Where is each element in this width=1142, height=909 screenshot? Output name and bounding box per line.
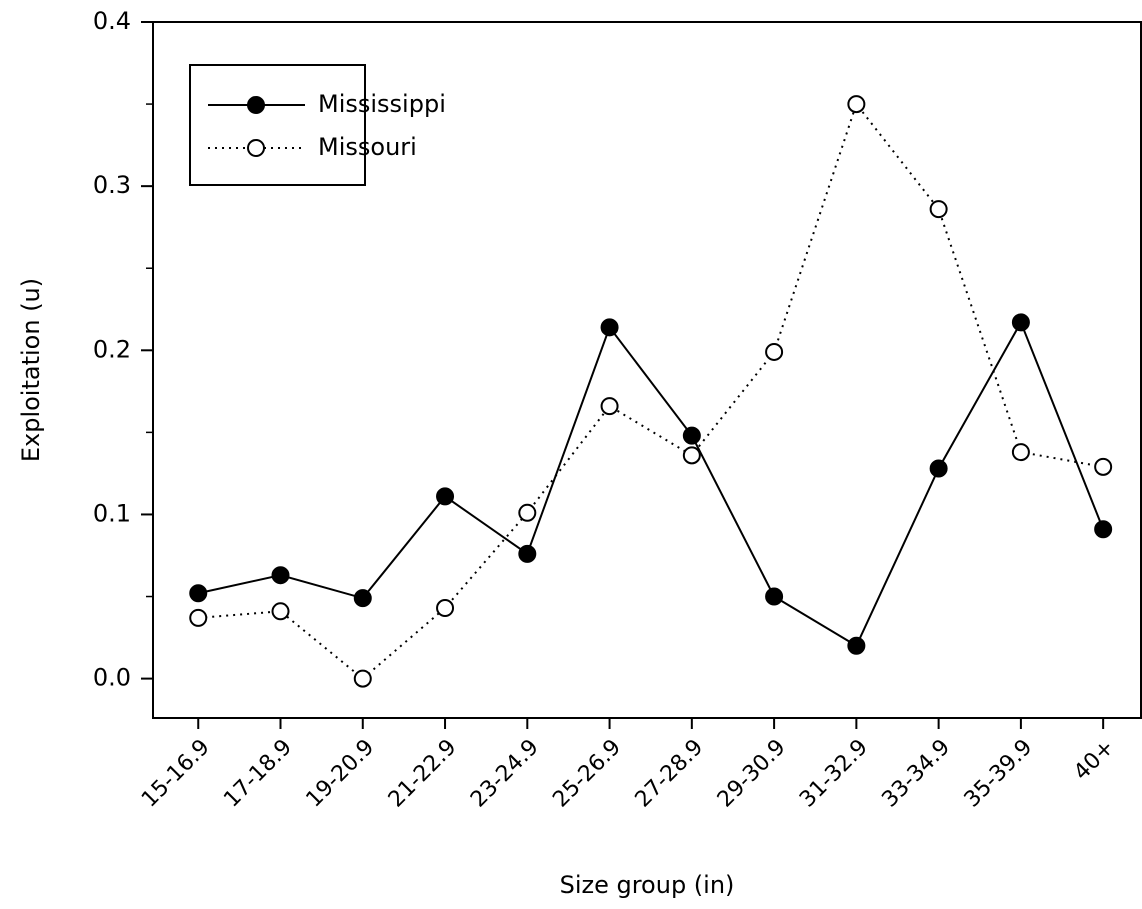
x-tick-label: 27-28.9 bbox=[631, 735, 709, 813]
marker bbox=[600, 397, 619, 416]
x-tick-label: 23-24.9 bbox=[466, 735, 544, 813]
y-tick-label: 0.2 bbox=[93, 335, 131, 363]
x-axis-label: Size group (in) bbox=[560, 871, 735, 899]
marker bbox=[682, 446, 701, 465]
marker bbox=[353, 669, 372, 688]
marker bbox=[847, 636, 866, 655]
marker bbox=[765, 342, 784, 361]
marker bbox=[271, 602, 290, 621]
marker bbox=[189, 584, 208, 603]
x-tick-label: 21-22.9 bbox=[384, 735, 462, 813]
x-tick-label: 15-16.9 bbox=[137, 735, 215, 813]
marker bbox=[1011, 313, 1030, 332]
legend-label: Mississippi bbox=[318, 90, 446, 118]
marker bbox=[518, 544, 537, 563]
marker bbox=[518, 503, 537, 522]
legend-marker bbox=[247, 96, 265, 114]
y-axis-label: Exploitation (u) bbox=[17, 278, 45, 462]
series-line bbox=[198, 320, 1105, 648]
x-tick-label: 31-32.9 bbox=[795, 735, 873, 813]
x-tick-label: 40+ bbox=[1069, 735, 1120, 786]
x-tick-label: 17-18.9 bbox=[219, 735, 297, 813]
x-tick-label: 33-34.9 bbox=[877, 735, 955, 813]
x-tick-label: 19-20.9 bbox=[302, 735, 380, 813]
y-tick-label: 0.0 bbox=[93, 664, 131, 692]
y-tick-label: 0.3 bbox=[93, 171, 131, 199]
legend-label: Missouri bbox=[318, 133, 417, 161]
legend-marker bbox=[247, 139, 265, 157]
marker bbox=[1011, 443, 1030, 462]
x-tick-label: 35-39.9 bbox=[960, 735, 1038, 813]
marker bbox=[765, 587, 784, 606]
marker bbox=[189, 608, 208, 627]
series-line bbox=[198, 101, 1104, 680]
marker bbox=[353, 589, 372, 608]
marker bbox=[271, 566, 290, 585]
marker bbox=[436, 487, 455, 506]
marker bbox=[600, 318, 619, 337]
marker bbox=[929, 200, 948, 219]
x-tick-label: 29-30.9 bbox=[713, 735, 791, 813]
y-tick-label: 0.4 bbox=[93, 7, 131, 35]
plot-frame bbox=[152, 21, 1142, 719]
marker bbox=[847, 95, 866, 114]
legend-box bbox=[189, 64, 366, 186]
marker bbox=[929, 459, 948, 478]
y-tick-label: 0.1 bbox=[93, 499, 131, 527]
marker bbox=[1094, 457, 1113, 476]
marker bbox=[1094, 520, 1113, 539]
x-tick-label: 25-26.9 bbox=[548, 735, 626, 813]
marker bbox=[436, 599, 455, 618]
marker bbox=[682, 426, 701, 445]
